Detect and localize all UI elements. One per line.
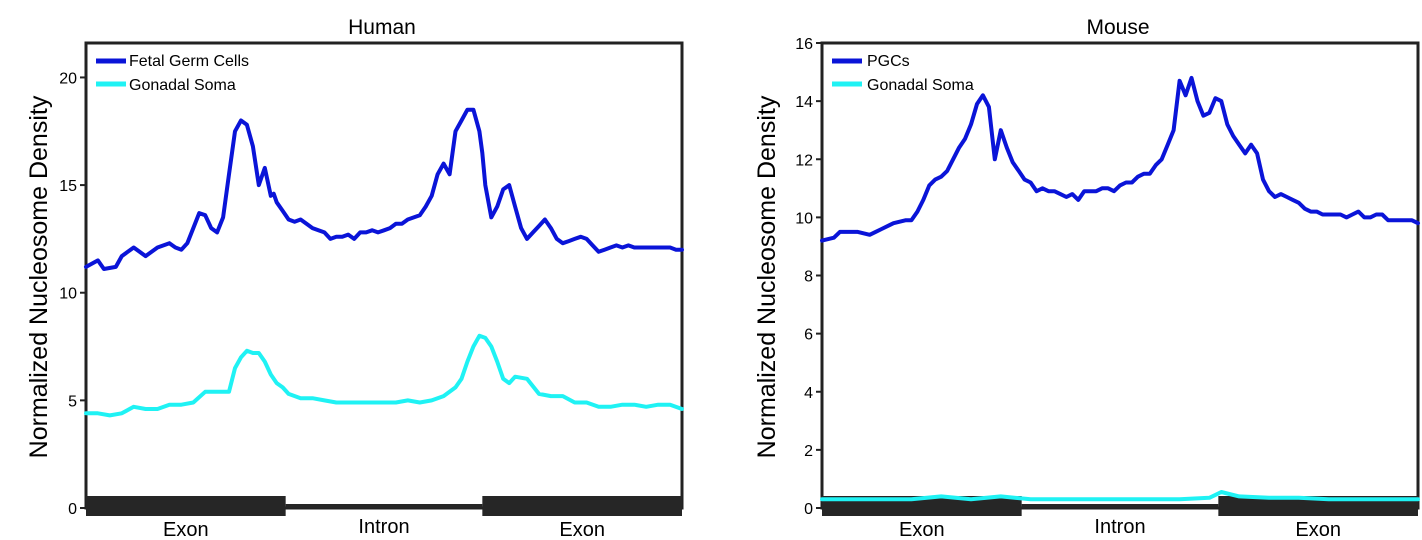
plot-frame: [820, 41, 1420, 510]
y-tick-label: 16: [795, 36, 813, 53]
region-label-exon: Exon: [163, 519, 209, 540]
region-label-intron: Intron: [1094, 516, 1145, 538]
y-axis-label: Normalized Nucleosome Density: [753, 95, 781, 458]
y-tick-label: 15: [59, 178, 77, 195]
series-lines: [84, 107, 684, 418]
exon-block: [482, 496, 682, 516]
panel-mouse: Mouse Normalized Nucleosome Density 0 2 4 6…: [753, 16, 1420, 540]
legend: Fetal Germ Cells Gonadal Soma: [96, 53, 249, 94]
y-axis-ticks: 0 5 10 15 20: [59, 70, 86, 518]
chart-title: Human: [348, 16, 416, 39]
series-lines: [820, 75, 1420, 502]
series-line-fetal-germ-cells: [84, 107, 684, 271]
plot-frame: [84, 41, 684, 510]
legend-label-fetal-germ-cells: Fetal Germ Cells: [129, 53, 249, 70]
legend-label-gonadal-soma: Gonadal Soma: [867, 77, 974, 94]
series-line-gonadal-soma: [820, 490, 1420, 502]
y-tick-label: 10: [59, 286, 77, 303]
y-axis-label: Normalized Nucleosome Density: [25, 95, 53, 458]
y-tick-label: 6: [804, 327, 813, 344]
region-label-exon: Exon: [899, 519, 945, 540]
chart-title: Mouse: [1086, 16, 1149, 39]
y-tick-label: 14: [795, 94, 813, 111]
region-label-intron: Intron: [358, 516, 409, 538]
y-tick-label: 0: [68, 501, 77, 518]
gene-structure-track: Exon Intron Exon: [86, 496, 682, 540]
series-line-pgcs: [820, 75, 1420, 243]
y-tick-label: 8: [804, 269, 813, 286]
y-tick-label: 20: [59, 70, 77, 87]
legend: PGCs Gonadal Soma: [832, 53, 974, 94]
legend-label-gonadal-soma: Gonadal Soma: [129, 77, 236, 94]
series-line-gonadal-soma: [84, 333, 684, 418]
y-axis-ticks: 0 2 4 6 8 10 12 14 16: [795, 36, 822, 518]
exon-block: [86, 496, 286, 516]
region-label-exon: Exon: [559, 519, 605, 540]
y-tick-label: 12: [795, 152, 813, 169]
legend-label-pgcs: PGCs: [867, 53, 910, 70]
y-tick-label: 0: [804, 501, 813, 518]
panel-human: Human Normalized Nucleosome Density 0 5 10…: [25, 16, 684, 540]
y-tick-label: 4: [804, 385, 813, 402]
y-tick-label: 5: [68, 393, 77, 410]
region-label-exon: Exon: [1295, 519, 1341, 540]
y-tick-label: 10: [795, 210, 813, 227]
y-tick-label: 2: [804, 443, 813, 460]
gene-structure-track: Exon Intron Exon: [822, 496, 1418, 540]
